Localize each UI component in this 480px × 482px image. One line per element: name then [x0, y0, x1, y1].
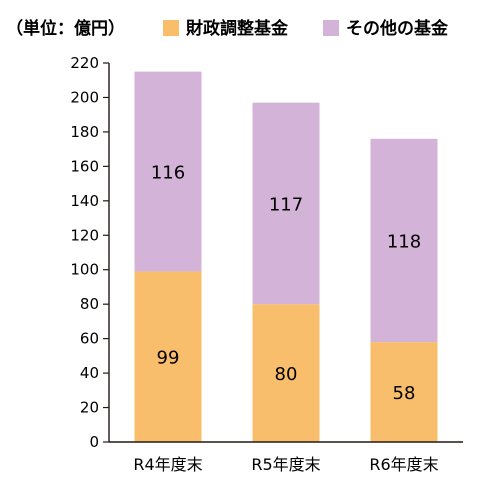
bar-other-fund-3: [370, 138, 438, 343]
legend-label-other-fund: その他の基金: [346, 18, 449, 39]
legend-swatch-fiscal-fund: [163, 20, 179, 36]
data-label-other-fund-1: 116: [151, 163, 185, 184]
y-tick-label-20: 20: [80, 399, 99, 417]
data-label-fiscal-fund-1: 99: [157, 348, 180, 369]
x-tick-label-1: R4年度末: [133, 455, 202, 474]
y-tick-label-160: 160: [70, 157, 99, 175]
y-tick-label-0: 0: [89, 433, 99, 451]
unit-label: （単位：億円）: [6, 18, 125, 39]
data-label-other-fund-3: 118: [387, 231, 421, 252]
y-tick-label-80: 80: [80, 295, 99, 313]
data-label-fiscal-fund-3: 58: [393, 383, 416, 404]
data-label-other-fund-2: 117: [269, 194, 303, 215]
y-tick-label-60: 60: [80, 330, 99, 348]
data-label-fiscal-fund-2: 80: [275, 364, 298, 385]
y-tick-label-200: 200: [70, 88, 99, 106]
y-tick-label-140: 140: [70, 192, 99, 210]
bar-fiscal-fund-2: [252, 304, 320, 442]
y-tick-label-120: 120: [70, 226, 99, 244]
y-tick-label-40: 40: [80, 364, 99, 382]
legend-swatch-other-fund: [323, 20, 339, 36]
y-tick-label-100: 100: [70, 261, 99, 279]
y-tick-label-180: 180: [70, 123, 99, 141]
legend-label-fiscal-fund: 財政調整基金: [185, 18, 289, 39]
bar-other-fund-1: [134, 71, 202, 272]
bar-fiscal-fund-1: [134, 271, 202, 442]
bar-fiscal-fund-3: [370, 342, 438, 442]
bar-other-fund-2: [252, 102, 320, 305]
x-tick-label-3: R6年度末: [369, 455, 438, 474]
x-tick-label-2: R5年度末: [251, 455, 320, 474]
y-tick-label-220: 220: [70, 54, 99, 72]
plot-area: 99 116 R4年度末 80 117 R5年度末 58 118 R6年度末 0 20 40 60 80 1…: [70, 54, 463, 474]
